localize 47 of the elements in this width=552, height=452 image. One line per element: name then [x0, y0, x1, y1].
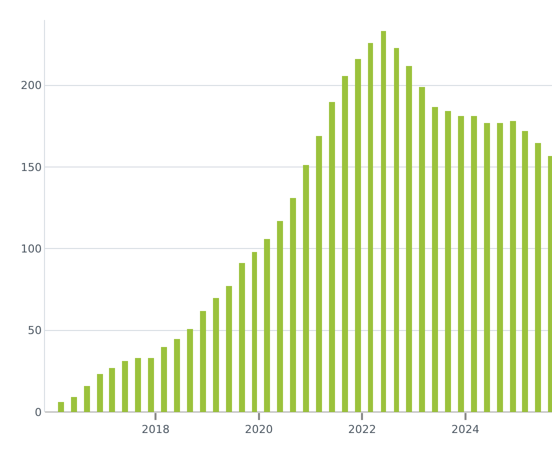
bar	[381, 31, 386, 412]
bar	[97, 374, 103, 412]
bar	[458, 116, 464, 412]
bar	[122, 361, 128, 412]
bar	[471, 116, 477, 412]
bar	[264, 239, 270, 412]
x-tick-label: 2020	[244, 423, 273, 436]
x-tick-label: 2022	[348, 423, 376, 436]
bar	[213, 298, 219, 412]
y-tick-label: 0	[34, 406, 42, 419]
y-tick-label: 50	[28, 324, 42, 338]
bar	[84, 386, 90, 412]
bar	[277, 221, 283, 412]
y-tick-label: 150	[20, 160, 42, 174]
bar	[252, 252, 257, 412]
y-tick-label: 100	[20, 242, 42, 256]
bar	[174, 339, 180, 412]
bar	[71, 397, 77, 412]
bar	[445, 111, 451, 412]
bar	[432, 107, 438, 412]
bar	[329, 102, 335, 412]
bar	[135, 358, 141, 412]
bar	[394, 48, 399, 412]
bar	[226, 286, 232, 412]
bar	[161, 347, 167, 412]
bar	[148, 358, 154, 412]
bar	[109, 368, 115, 412]
bar	[316, 136, 322, 412]
bar	[535, 143, 541, 412]
bar	[239, 263, 245, 412]
y-tick-label: 200	[20, 79, 42, 92]
x-tick-label: 2018	[142, 423, 170, 436]
bar	[200, 311, 206, 412]
bar	[522, 131, 528, 412]
bar	[342, 76, 348, 412]
bar	[58, 402, 64, 412]
x-tick-label: 2024	[451, 423, 480, 436]
bar	[406, 66, 412, 412]
bar	[484, 123, 490, 412]
bar	[290, 198, 296, 412]
bar	[187, 329, 193, 412]
bar	[419, 87, 425, 412]
bar	[510, 121, 516, 412]
bar	[355, 59, 361, 412]
bar	[303, 165, 309, 412]
bar	[497, 123, 503, 412]
bar	[368, 43, 373, 412]
